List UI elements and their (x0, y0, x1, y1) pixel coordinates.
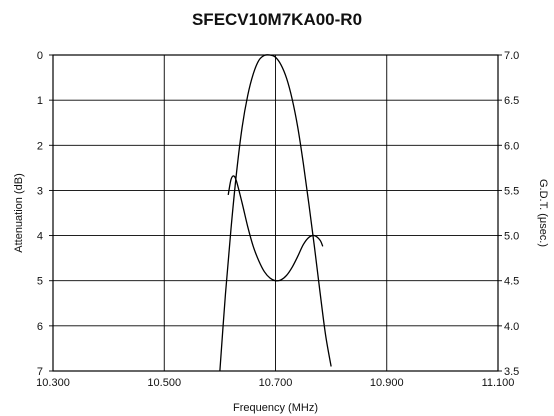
gdt-curve (227, 175, 324, 282)
y-left-tick-label: 5 (37, 276, 43, 288)
y-right-tick-label: 5.0 (504, 231, 519, 243)
tick-labels: 10.300 10.500 10.700 10.900 11.100 0 1 2 3 4 5 6 7 7.… (36, 50, 519, 389)
y-left-tick-label: 6 (37, 321, 43, 333)
x-tick-label: 10.700 (259, 377, 293, 389)
x-axis-label: Frequency (MHz) (233, 402, 318, 414)
y-right-tick-label: 4.0 (504, 321, 519, 333)
y-left-tick-label: 3 (37, 185, 43, 197)
y-right-tick-label: 5.5 (504, 185, 519, 197)
curve-layer (219, 54, 332, 372)
chart-title: SFECV10M7KA00-R0 (192, 10, 362, 29)
x-tick-label: 10.900 (370, 377, 404, 389)
y-left-tick-label: 4 (37, 231, 43, 243)
y-left-tick-label: 2 (37, 140, 43, 152)
y-right-axis-label: G.D.T. (μsec.) (537, 179, 549, 247)
y-left-axis-label: Attenuation (dB) (13, 173, 25, 253)
grid-lines (49, 54, 502, 372)
x-tick-label: 11.100 (482, 377, 515, 389)
plot-frame (52, 54, 499, 372)
y-left-tick-label: 7 (37, 366, 43, 378)
attenuation-curve (219, 54, 332, 372)
x-tick-label: 10.300 (36, 377, 70, 389)
y-right-tick-label: 6.5 (504, 95, 519, 107)
y-left-tick-label: 1 (37, 95, 43, 107)
y-left-tick-label: 0 (37, 50, 43, 62)
y-right-tick-label: 3.5 (504, 366, 519, 378)
y-right-tick-label: 4.5 (504, 276, 519, 288)
y-right-tick-label: 6.0 (504, 140, 519, 152)
x-tick-label: 10.500 (147, 377, 181, 389)
y-right-tick-label: 7.0 (504, 50, 519, 62)
